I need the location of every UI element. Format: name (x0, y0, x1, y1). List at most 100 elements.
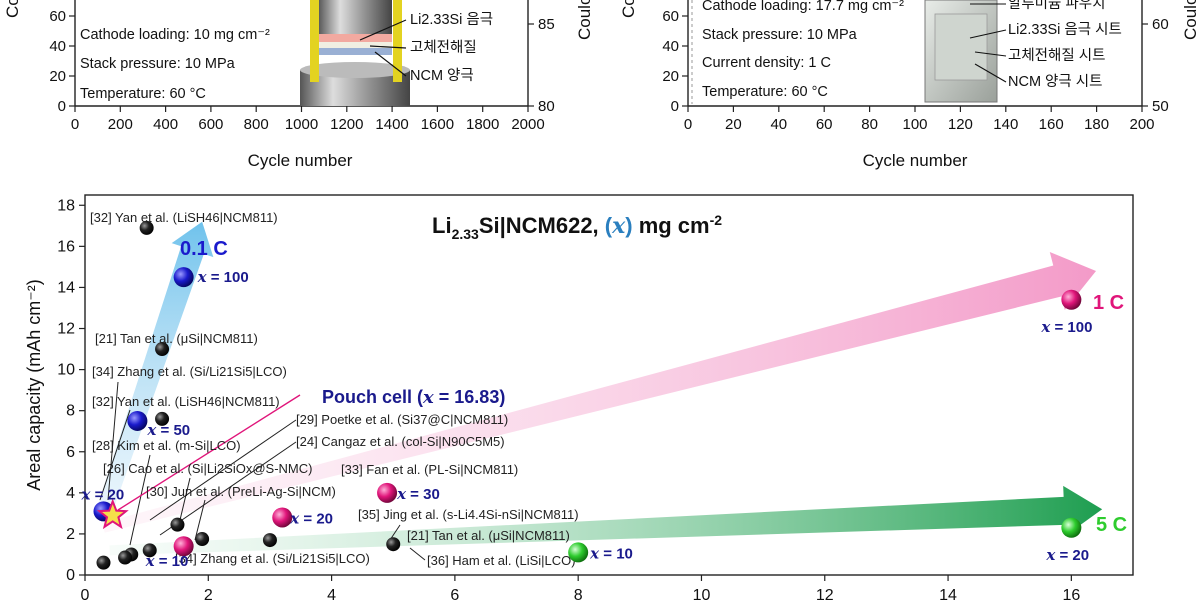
panel-b: Co Coulo 0 20 40 60 50 60 0 20 40 60 80 100 120 140… (619, 0, 1200, 170)
rate-label-0p1c: 0.1 C (180, 238, 228, 260)
x-tick-label: 1200 (330, 116, 363, 133)
leader-line (159, 441, 297, 536)
panel-a-info-temperature: Temperature: 60 °C (80, 86, 206, 102)
reference-label: [30] Jun et al. (PreLi-Ag-Si|NCM) (146, 484, 336, 499)
point-label: x = 10 (145, 552, 189, 570)
leader-line (194, 499, 206, 541)
panel-b-pouch-photo: 알루미늄 파우치 Li2.33Si 음극 시트 고체전해질 시트 NCM 양극 … (924, 0, 1122, 103)
plot-frame (84, 194, 1134, 576)
y-tick-right-label: 80 (538, 98, 555, 115)
reference-label: [29] Poetke et al. (Si37@C|NCM811) (296, 412, 508, 427)
reference-leaders (99, 381, 426, 561)
x-tick-label: 800 (244, 116, 269, 133)
y-tick-right-label: 50 (1152, 98, 1169, 115)
y-tick-left-label: 60 (662, 8, 679, 25)
point-label: x = 10 (589, 544, 633, 562)
data-points (93, 220, 1082, 570)
reference-label: [34] Zhang et al. (Si/Li21Si5|LCO) (92, 364, 287, 379)
reference-label: [32] Yan et al. (LiSH46|NCM811) (92, 394, 280, 409)
leader-line (129, 454, 151, 546)
y-tick-label: 4 (66, 485, 75, 502)
y-tick-label: 16 (57, 238, 75, 255)
point-label: x = 100 (1040, 318, 1092, 336)
panel-a-label-anode: Li2.33Si 음극 (410, 12, 493, 28)
x-tick-label: 10 (693, 587, 711, 600)
rate-label-5c: 5 C (1096, 514, 1127, 536)
data-point (142, 543, 157, 558)
x-tick-label: 100 (902, 116, 927, 133)
pouch-leader (117, 394, 301, 511)
y-tick-left-label: 60 (49, 8, 66, 25)
panel-a-info-pressure: Stack pressure: 10 MPa (80, 56, 236, 72)
x-tick-label: 4 (327, 587, 336, 600)
data-point (155, 411, 170, 426)
point-label: x = 30 (396, 485, 440, 503)
y-tick-label: 18 (57, 197, 75, 214)
arrow-5c (109, 485, 1103, 556)
leader-line (179, 477, 191, 521)
reference-label: [34] Zhang et al. (Si/Li21Si5|LCO) (175, 551, 370, 566)
x-tick-label: 0 (684, 116, 692, 133)
reference-label: [24] Cangaz et al. (col-Si|N90C5M5) (296, 434, 505, 449)
panel-b-left-ticks: 0 20 40 60 (662, 8, 688, 115)
data-point (127, 410, 148, 431)
panel-b-x-ticks: 0 20 40 60 80 100 120 140 160 180 200 (684, 106, 1155, 133)
y-axis-label: Areal capacity (mAh cm⁻²) (24, 279, 44, 491)
point-label: x = 20 (80, 485, 124, 503)
reference-label: [26] Cao et al. (Si|Li2SiOx@S-NMC) (103, 461, 312, 476)
reference-label: [33] Fan et al. (PL-Si|NCM811) (341, 462, 518, 477)
chart-title: Li2.33Si|NCM622, (x) mg cm-2 (432, 212, 722, 242)
panel-a-left-ylabel: Co (3, 0, 22, 18)
panel-b-right-ticks: 50 60 (1142, 16, 1169, 115)
x-tick-label: 180 (1084, 116, 1109, 133)
panel-a-left-ticks: 0 20 40 60 (49, 8, 75, 115)
panel-b-label-cathode-sheet: NCM 양극 시트 (1008, 73, 1102, 90)
panel-a-info-loading: Cathode loading: 10 mg cm⁻² (80, 27, 270, 43)
point-label: x = 20 (289, 509, 333, 527)
panel-b-label-anode-sheet: Li2.33Si 음극 시트 (1008, 22, 1122, 38)
y-tick-label: 0 (66, 567, 75, 584)
x-tick-label: 1400 (375, 116, 408, 133)
panel-b-info-temperature: Temperature: 60 °C (702, 84, 828, 100)
y-tick-left-label: 0 (58, 98, 66, 115)
panel-b-label-pouch: 알루미늄 파우치 (1008, 0, 1105, 12)
x-tick-label: 1800 (466, 116, 499, 133)
panel-b-info-pressure: Stack pressure: 10 MPa (702, 27, 858, 43)
data-point (568, 542, 589, 563)
y-tick-left-label: 0 (671, 98, 679, 115)
rate-arrows (95, 221, 1103, 556)
y-tick-left-label: 40 (49, 38, 66, 55)
x-tick-label: 6 (450, 587, 459, 600)
x-tick-label: 400 (153, 116, 178, 133)
panel-b-info-current: Current density: 1 C (702, 55, 831, 71)
x-tick-label: 160 (1039, 116, 1064, 133)
x-tick-label: 40 (770, 116, 787, 133)
panel-a-right-ticks: 80 85 (528, 16, 555, 115)
data-point (173, 536, 194, 557)
x-tick-label: 140 (993, 116, 1018, 133)
data-point (96, 555, 111, 570)
y-tick-label: 6 (66, 444, 75, 461)
x-tick-label: 80 (861, 116, 878, 133)
x-tick-label: 2000 (511, 116, 544, 133)
reference-label: [28] Kim et al. (m-Si|LCO) (92, 438, 241, 453)
y-tick-label: 14 (57, 279, 75, 296)
x-tick-label: 0 (81, 587, 90, 600)
data-point (272, 507, 293, 528)
y-tick-right-label: 85 (538, 16, 555, 33)
y-tick-left-label: 20 (49, 68, 66, 85)
reference-label: [32] Yan et al. (LiSH46|NCM811) (90, 210, 278, 225)
x-tick-label: 60 (816, 116, 833, 133)
panel-b-info-loading: Cathode loading: 17.7 mg cm⁻² (702, 0, 904, 14)
y-tick-label: 12 (57, 321, 75, 338)
data-point (262, 533, 277, 548)
pouch-cell-star (96, 498, 129, 530)
y-tick-left-label: 20 (662, 68, 679, 85)
data-point (386, 537, 401, 552)
leader-line (99, 409, 131, 501)
panel-c: 0 2 4 6 8 10 12 14 16 18 0 2 4 6 8 10 12 14 16 Areal capa… (24, 194, 1134, 600)
panel-a: Co Coulo 0 20 40 60 80 85 0 200 400 600 800 1000 1… (3, 0, 594, 170)
reference-label: [36] Ham et al. (LiSi|LCO) (427, 553, 576, 568)
x-tick-label: 16 (1062, 587, 1080, 600)
